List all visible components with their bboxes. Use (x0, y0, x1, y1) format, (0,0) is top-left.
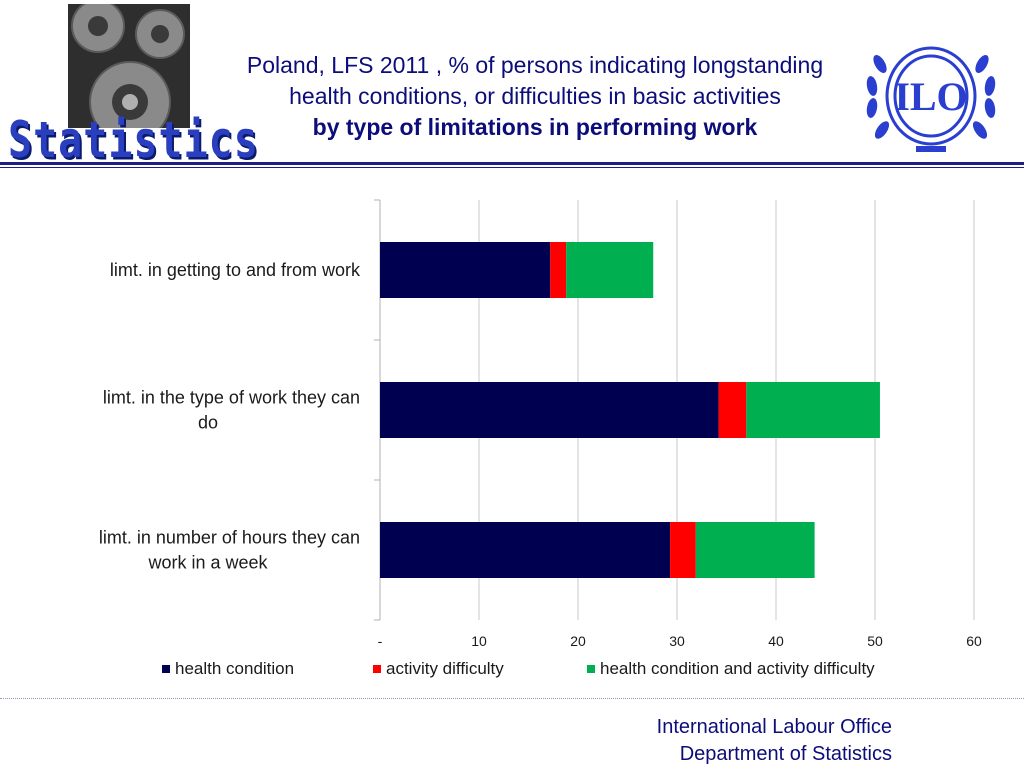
bar-segment (695, 522, 815, 578)
x-tick-label: 30 (669, 633, 685, 649)
bar-segment (550, 242, 567, 298)
bar-segment (718, 382, 747, 438)
legend-label: health condition and activity difficulty (600, 659, 875, 678)
category-label: limt. in the type of work they can (103, 388, 360, 408)
bar-segment (380, 242, 551, 298)
stacked-bar-chart: limt. in getting to and from work limt. i… (99, 199, 982, 678)
bar-segment (380, 522, 671, 578)
legend-label: activity difficulty (386, 659, 504, 678)
category-label: do (198, 413, 218, 433)
ilo-logo: ILO (866, 46, 996, 152)
footer: International Labour Office Department o… (657, 714, 892, 768)
legend-label: health condition (175, 659, 294, 678)
category-labels: limt. in getting to and from work limt. i… (99, 260, 361, 573)
x-tick-label: 60 (966, 633, 982, 649)
section-wordmark: Statistics (8, 112, 259, 170)
x-tick-label: - (378, 633, 383, 649)
title-line-2: health conditions, or difficulties in ba… (289, 83, 781, 109)
title-line-1: Poland, LFS 2011 , % of persons indicati… (246, 52, 824, 78)
footer-rule (0, 698, 1024, 700)
legend-swatch (162, 665, 170, 673)
bar-segment (746, 382, 880, 438)
chart-bars (380, 242, 880, 578)
x-axis-ticks: - 10 20 30 40 50 60 (378, 633, 982, 649)
footer-org: International Labour Office (656, 716, 892, 738)
category-label: limt. in number of hours they can (99, 528, 360, 548)
x-tick-label: 10 (471, 633, 487, 649)
ilo-logo-text: ILO (894, 74, 967, 119)
x-tick-label: 50 (867, 633, 883, 649)
bar-segment (566, 242, 654, 298)
header-rule-thin (0, 167, 1024, 168)
bar-segment (380, 382, 719, 438)
slide-title: Poland, LFS 2011 , % of persons indicati… (210, 50, 860, 143)
category-label: work in a week (147, 553, 268, 573)
header-rule (0, 162, 1024, 165)
gears-image (68, 4, 190, 128)
footer-dept: Department of Statistics (679, 743, 892, 765)
legend-swatch (587, 665, 595, 673)
chart-legend: health condition activity difficulty healt… (162, 659, 875, 678)
x-tick-label: 20 (570, 633, 586, 649)
title-line-3: by type of limitations in performing wor… (312, 114, 758, 140)
slide-header: Statistics Poland, LFS 2011 , % of perso… (0, 0, 1024, 170)
category-label: limt. in getting to and from work (110, 260, 361, 280)
x-tick-label: 40 (768, 633, 784, 649)
legend-swatch (373, 665, 381, 673)
bar-segment (670, 522, 696, 578)
